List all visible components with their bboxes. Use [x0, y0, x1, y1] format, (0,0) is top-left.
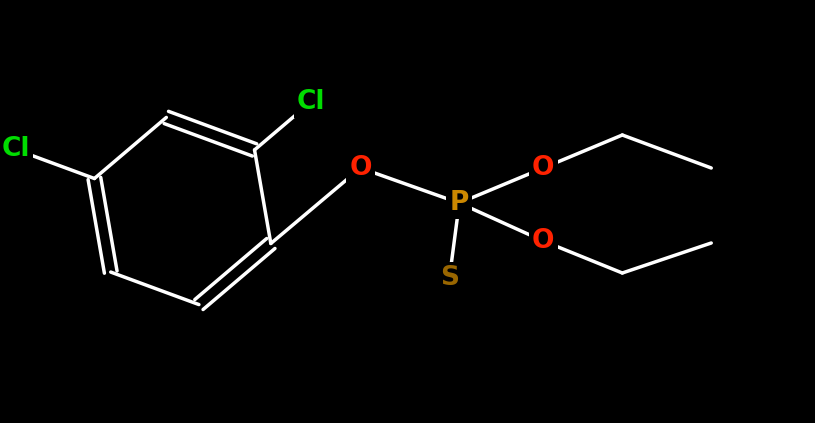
Text: O: O: [350, 155, 372, 181]
Text: P: P: [450, 190, 469, 216]
Text: O: O: [532, 155, 554, 181]
Text: Cl: Cl: [2, 137, 30, 162]
Text: Cl: Cl: [297, 89, 325, 115]
Text: S: S: [440, 265, 459, 291]
Text: O: O: [532, 228, 554, 254]
